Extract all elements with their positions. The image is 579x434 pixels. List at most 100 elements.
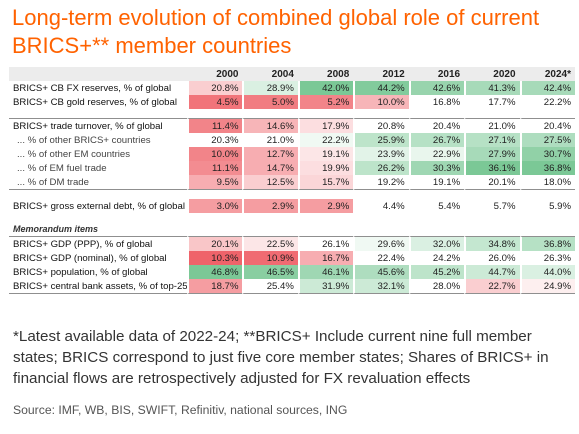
value-cell: 19.1% xyxy=(297,147,354,161)
row-label: BRICS+ CB gold reserves, % of global xyxy=(13,96,177,108)
row-label: ... % of DM trade xyxy=(9,175,188,190)
value-cell: 12.7% xyxy=(242,147,298,161)
value-cell: 5.9% xyxy=(519,199,575,213)
table-row: BRICS+ population, % of global 46.8% 46.5%… xyxy=(9,265,575,279)
value-cell: 2.9% xyxy=(242,199,298,213)
value-cell: 5.7% xyxy=(464,199,520,213)
value-cell: 22.7% xyxy=(464,279,520,294)
value-cell: 28.0% xyxy=(408,279,465,294)
spacer-cell xyxy=(9,190,575,199)
spacer-row xyxy=(9,190,575,199)
column-header-2008: 2008 xyxy=(297,67,354,81)
value-cell: 14.6% xyxy=(242,118,298,133)
value-cell: 31.9% xyxy=(297,279,354,294)
value-cell: 20.1% xyxy=(464,175,520,190)
value-cell: 10.9% xyxy=(242,251,298,265)
value-cell: 32.0% xyxy=(408,236,465,251)
value-cell: 9.5% xyxy=(187,175,243,190)
value-cell: 18.0% xyxy=(519,175,575,190)
value-cell: 26.3% xyxy=(519,251,575,265)
table-row: ... % of EM fuel trade 11.1% 14.7% 19.9% 26.… xyxy=(9,161,575,175)
table-row: ... % of DM trade 9.5% 12.5% 15.7% 19.2% 19.1… xyxy=(9,175,575,190)
value-cell: 28.9% xyxy=(242,81,298,95)
table-row: BRICS+ CB gold reserves, % of global 4.5%… xyxy=(9,95,575,109)
value-cell: 26.1% xyxy=(297,236,354,251)
value-cell: 44.0% xyxy=(519,265,575,279)
table-row: ... % of other EM countries 10.0% 12.7% 19.… xyxy=(9,147,575,161)
value-cell: 20.4% xyxy=(408,118,465,133)
value-cell: 42.4% xyxy=(519,81,575,95)
value-cell: 44.2% xyxy=(353,81,409,95)
column-header-2024: 2024* xyxy=(519,67,575,81)
table-row: BRICS+ gross external debt, % of global 3… xyxy=(9,199,575,213)
value-cell: 19.9% xyxy=(297,161,354,175)
value-cell: 21.0% xyxy=(464,118,520,133)
value-cell: 27.9% xyxy=(464,147,520,161)
row-label: BRICS+ CB FX reserves, % of global xyxy=(13,82,172,94)
column-header-2012: 2012 xyxy=(353,67,409,81)
row-label: BRICS+ central bank assets, % of top-25 xyxy=(9,279,188,294)
spacer-row xyxy=(9,109,575,118)
value-cell: 25.9% xyxy=(353,133,409,147)
spacer-cell xyxy=(9,109,575,118)
column-header-2016: 2016 xyxy=(408,67,465,81)
row-label: ... % of EM fuel trade xyxy=(17,162,107,174)
value-cell: 20.8% xyxy=(353,118,409,133)
data-table: 2000 2004 2008 2012 2016 2020 2024* BRICS+ CB … xyxy=(9,67,575,294)
row-label: BRICS+ GDP (PPP), % of global xyxy=(9,236,188,251)
row-label: BRICS+ trade turnover, % of global xyxy=(9,118,188,133)
value-cell: 19.2% xyxy=(353,175,409,190)
memo-heading-row: Memorandum items xyxy=(9,222,575,236)
value-cell: 23.9% xyxy=(353,147,409,161)
value-cell: 36.1% xyxy=(464,161,520,175)
row-label: ... % of other EM countries xyxy=(17,148,131,160)
value-cell: 30.3% xyxy=(408,161,465,175)
value-cell: 20.4% xyxy=(519,118,575,133)
value-cell: 17.9% xyxy=(297,118,354,133)
value-cell: 45.2% xyxy=(408,265,465,279)
spacer-cell xyxy=(9,213,575,222)
value-cell: 22.2% xyxy=(519,95,575,109)
data-table-container: 2000 2004 2008 2012 2016 2020 2024* BRICS+ CB … xyxy=(9,67,575,294)
chart-title: Long-term evolution of combined global r… xyxy=(12,5,540,58)
value-cell: 22.4% xyxy=(353,251,409,265)
value-cell: 27.5% xyxy=(519,133,575,147)
value-cell: 10.3% xyxy=(187,251,243,265)
value-cell: 11.4% xyxy=(187,118,243,133)
value-cell: 2.9% xyxy=(297,199,354,213)
value-cell: 5.2% xyxy=(297,95,354,109)
column-header-2000: 2000 xyxy=(187,67,243,81)
value-cell: 29.6% xyxy=(353,236,409,251)
value-cell: 27.1% xyxy=(464,133,520,147)
spacer-row xyxy=(9,213,575,222)
value-cell: 24.9% xyxy=(519,279,575,294)
table-row: BRICS+ GDP (PPP), % of global 20.1% 22.5% 2… xyxy=(9,236,575,251)
value-cell: 44.7% xyxy=(464,265,520,279)
value-cell: 46.8% xyxy=(187,265,243,279)
value-cell: 45.6% xyxy=(353,265,409,279)
value-cell: 5.0% xyxy=(242,95,298,109)
value-cell: 20.3% xyxy=(187,133,243,147)
value-cell: 5.4% xyxy=(408,199,465,213)
value-cell: 32.1% xyxy=(353,279,409,294)
value-cell: 41.3% xyxy=(464,81,520,95)
value-cell: 12.5% xyxy=(242,175,298,190)
value-cell: 4.5% xyxy=(187,95,243,109)
value-cell: 46.1% xyxy=(297,265,354,279)
value-cell: 26.7% xyxy=(408,133,465,147)
memo-heading: Memorandum items xyxy=(13,224,99,234)
table-row: ... % of other BRICS+ countries 20.3% 21.0… xyxy=(9,133,575,147)
row-label: BRICS+ GDP (nominal), % of global xyxy=(13,252,167,264)
column-header-2004: 2004 xyxy=(242,67,298,81)
table-row: BRICS+ CB FX reserves, % of global 20.8% 2… xyxy=(9,81,575,95)
value-cell: 26.2% xyxy=(353,161,409,175)
row-label: ... % of other BRICS+ countries xyxy=(17,134,151,146)
value-cell: 19.1% xyxy=(408,175,465,190)
row-label: BRICS+ gross external debt, % of global xyxy=(13,200,185,212)
footnote: *Latest available data of 2022-24; **BRI… xyxy=(13,328,549,387)
value-cell: 20.8% xyxy=(187,81,243,95)
value-cell: 16.7% xyxy=(297,251,354,265)
value-cell: 46.5% xyxy=(242,265,298,279)
value-cell: 21.0% xyxy=(242,133,298,147)
value-cell: 20.1% xyxy=(187,236,243,251)
